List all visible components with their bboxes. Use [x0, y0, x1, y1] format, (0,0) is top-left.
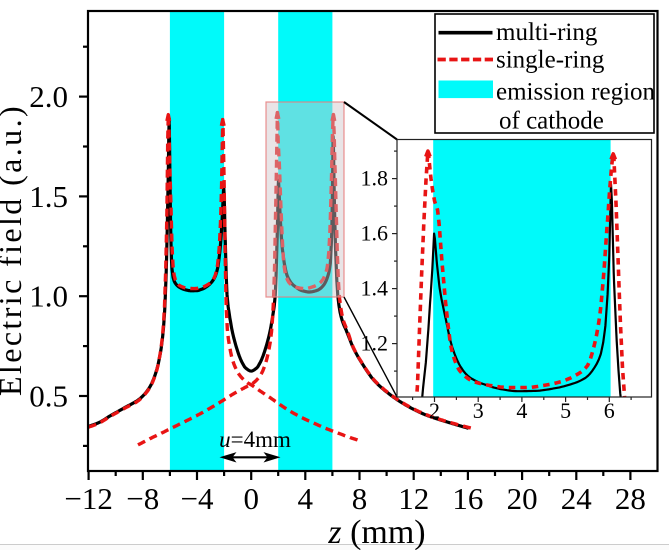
- svg-text:6: 6: [604, 398, 615, 423]
- svg-text:u=4mm: u=4mm: [219, 427, 291, 452]
- svg-text:−4: −4: [181, 481, 214, 516]
- svg-text:multi-ring: multi-ring: [496, 19, 598, 46]
- svg-text:single-ring: single-ring: [496, 47, 605, 74]
- svg-text:20: 20: [507, 481, 538, 516]
- svg-text:emission region: emission region: [496, 79, 656, 106]
- svg-text:16: 16: [452, 481, 483, 516]
- svg-text:2.0: 2.0: [29, 79, 68, 114]
- svg-text:1.6: 1.6: [361, 221, 389, 246]
- svg-text:0: 0: [243, 481, 259, 516]
- svg-text:0.5: 0.5: [29, 379, 68, 414]
- svg-text:Electric field (a.u.): Electric field (a.u.): [0, 104, 28, 396]
- svg-text:28: 28: [615, 481, 646, 516]
- svg-text:4: 4: [516, 398, 527, 423]
- svg-text:1.5: 1.5: [29, 179, 68, 214]
- svg-text:z (mm): z (mm): [327, 514, 425, 550]
- svg-text:−8: −8: [126, 481, 159, 516]
- svg-text:5: 5: [560, 398, 571, 423]
- svg-text:4: 4: [298, 481, 314, 516]
- svg-text:of cathode: of cathode: [499, 107, 604, 134]
- svg-text:12: 12: [398, 481, 429, 516]
- svg-text:1.8: 1.8: [361, 166, 389, 191]
- svg-text:1.2: 1.2: [361, 331, 389, 356]
- svg-text:1.4: 1.4: [361, 276, 389, 301]
- svg-text:2: 2: [429, 398, 440, 423]
- svg-text:1.0: 1.0: [29, 279, 68, 314]
- svg-text:8: 8: [352, 481, 368, 516]
- svg-text:−12: −12: [64, 481, 112, 516]
- svg-text:3: 3: [473, 398, 484, 423]
- svg-text:24: 24: [561, 481, 593, 516]
